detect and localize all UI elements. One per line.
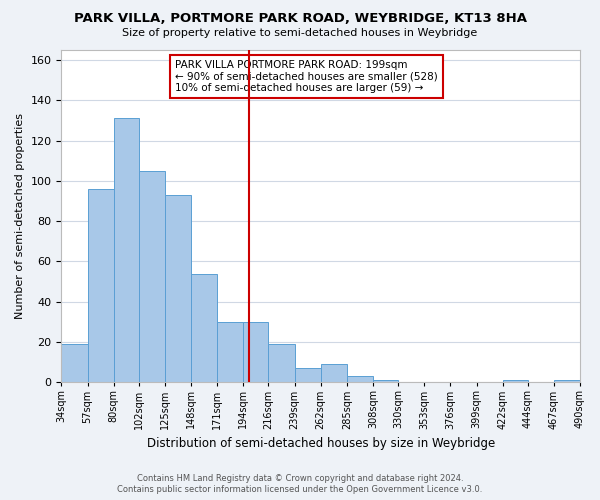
Bar	[554, 380, 580, 382]
Bar	[139, 171, 165, 382]
Y-axis label: Number of semi-detached properties: Number of semi-detached properties	[15, 113, 25, 319]
Bar	[244, 322, 268, 382]
Bar	[503, 380, 527, 382]
Bar	[191, 274, 217, 382]
Text: Contains HM Land Registry data © Crown copyright and database right 2024.
Contai: Contains HM Land Registry data © Crown c…	[118, 474, 482, 494]
Bar	[321, 364, 347, 382]
Bar	[295, 368, 321, 382]
Bar	[165, 195, 191, 382]
Bar	[114, 118, 139, 382]
Text: Size of property relative to semi-detached houses in Weybridge: Size of property relative to semi-detach…	[122, 28, 478, 38]
Text: PARK VILLA, PORTMORE PARK ROAD, WEYBRIDGE, KT13 8HA: PARK VILLA, PORTMORE PARK ROAD, WEYBRIDG…	[74, 12, 527, 26]
Bar	[268, 344, 295, 383]
Bar	[88, 189, 114, 382]
Bar	[373, 380, 398, 382]
Bar	[347, 376, 373, 382]
X-axis label: Distribution of semi-detached houses by size in Weybridge: Distribution of semi-detached houses by …	[146, 437, 495, 450]
Text: PARK VILLA PORTMORE PARK ROAD: 199sqm
← 90% of semi-detached houses are smaller : PARK VILLA PORTMORE PARK ROAD: 199sqm ← …	[175, 60, 438, 93]
Bar	[61, 344, 88, 383]
Bar	[217, 322, 244, 382]
